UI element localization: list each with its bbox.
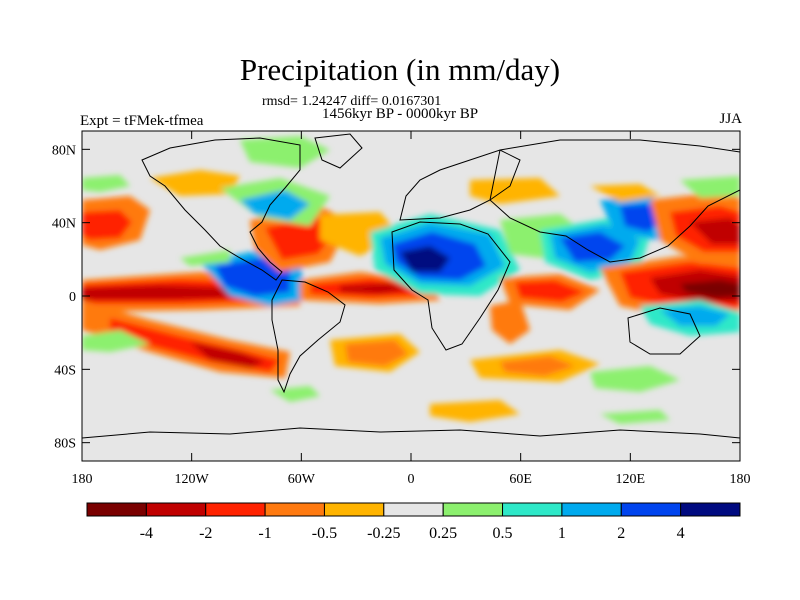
colorbar-label: -0.25	[367, 525, 400, 542]
europe-outline	[399, 149, 521, 221]
colorbar-label: 4	[677, 525, 685, 542]
colorbar-swatch	[502, 502, 563, 517]
australia-outline	[627, 307, 701, 355]
lon-tick-label: 180	[72, 472, 93, 487]
period-line: 1456kyr BP - 0000kyr BP	[322, 106, 479, 122]
colorbar-swatch	[620, 502, 682, 517]
colorbar-label: -2	[199, 525, 212, 542]
lon-tick-label: 60W	[288, 472, 316, 487]
anomaly-region	[430, 400, 520, 422]
north-america-outline	[141, 137, 301, 281]
lon-tick-label: 60E	[509, 472, 532, 487]
colorbar-swatch	[442, 502, 504, 517]
anomaly-region	[500, 356, 575, 376]
anomaly-region	[340, 283, 410, 294]
anomaly-region	[490, 300, 530, 344]
colorbar-label: 1	[558, 525, 566, 542]
anomaly-region	[680, 176, 740, 198]
colorbar-label: 0.25	[429, 525, 457, 542]
anomaly-region	[190, 342, 265, 368]
anomaly-region	[590, 366, 680, 392]
colorbar-swatch	[323, 502, 385, 517]
anomaly-region	[690, 218, 740, 244]
colorbar-swatch	[264, 502, 325, 517]
colorbar-label: -1	[258, 525, 271, 542]
lat-tick-label: 40S	[54, 363, 76, 378]
latitude-axis: 80N 40N 0 40S 80S	[52, 143, 740, 452]
colorbar-swatch	[86, 502, 147, 517]
stats-line: rmsd= 1.24247 diff= 0.0167301	[262, 94, 442, 109]
longitude-axis: 180 120W 60W 0 60E 120E 180	[72, 131, 751, 487]
anomaly-region	[150, 170, 240, 196]
colorbar-swatch	[680, 502, 741, 517]
lon-tick-label: 0	[408, 472, 415, 487]
map-title: Precipitation (in mm/day)	[239, 52, 561, 87]
anomaly-region	[345, 340, 408, 366]
lon-tick-label: 180	[730, 472, 751, 487]
lat-tick-label: 0	[69, 290, 76, 305]
experiment-label: Expt = tFMek-tfmea	[80, 113, 204, 129]
anomaly-field	[82, 136, 740, 424]
anomaly-region	[600, 410, 670, 424]
anomaly-region	[180, 250, 230, 266]
antarctica-outline	[82, 427, 740, 439]
lat-tick-label: 80S	[54, 437, 76, 452]
colorbar-swatch	[205, 502, 266, 517]
anomaly-region	[680, 280, 740, 298]
colorbar: -4 -2 -1 -0.5 -0.25 0.25 0.5 1 2 4	[86, 502, 741, 542]
anomaly-region	[515, 280, 585, 302]
colorbar-label: 2	[617, 525, 625, 542]
coastlines	[82, 133, 740, 439]
anomaly-region	[215, 258, 290, 296]
anomaly-region	[82, 330, 150, 352]
anomaly-region	[82, 175, 130, 192]
anomaly-region	[240, 190, 310, 220]
lon-tick-label: 120E	[616, 472, 646, 487]
colorbar-swatch	[145, 502, 207, 517]
colorbar-label: 0.5	[493, 525, 513, 542]
anomaly-region	[400, 246, 450, 272]
greenland-outline	[314, 133, 363, 169]
season-label: JJA	[719, 111, 742, 127]
anomaly-region	[82, 210, 132, 240]
asia-outline	[489, 139, 740, 263]
anomaly-region	[560, 232, 625, 262]
anomaly-region	[590, 184, 660, 202]
africa-outline	[391, 221, 511, 351]
colorbar-swatch	[383, 502, 444, 517]
lon-tick-label: 120W	[175, 472, 210, 487]
anomaly-region	[240, 136, 330, 168]
colorbar-label: -4	[140, 525, 153, 542]
anomaly-region	[82, 285, 240, 300]
colorbar-label: -0.5	[312, 525, 337, 542]
south-america-outline	[271, 279, 346, 394]
colorbar-swatch	[561, 502, 622, 517]
lat-tick-label: 40N	[52, 217, 76, 232]
anomaly-region	[265, 216, 338, 260]
lat-tick-label: 80N	[52, 143, 76, 158]
anomaly-region	[470, 178, 560, 204]
